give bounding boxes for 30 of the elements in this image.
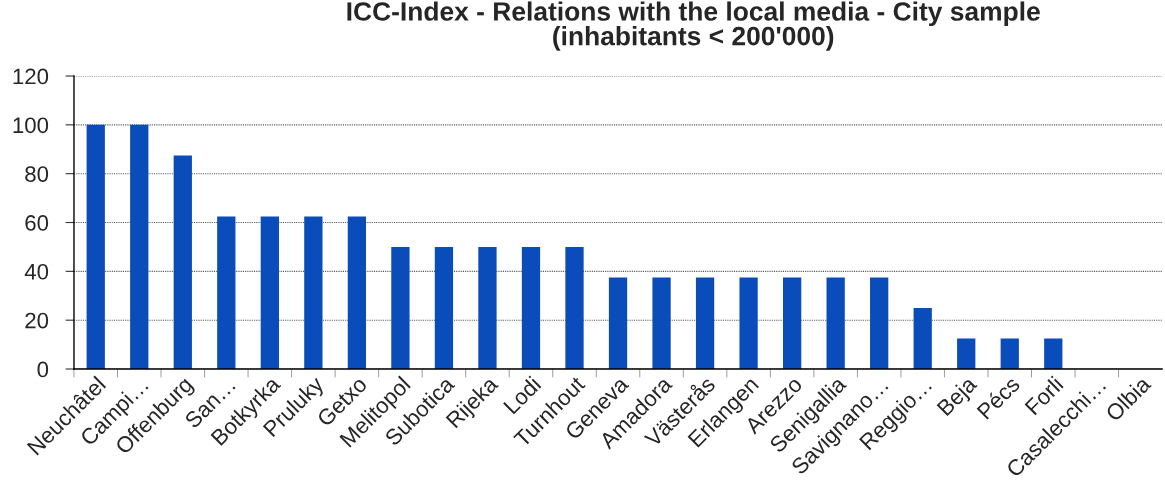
- bar: [1044, 338, 1063, 370]
- bar: [913, 307, 932, 370]
- bar: [957, 338, 976, 370]
- bar: [739, 277, 758, 370]
- bar: [347, 216, 367, 370]
- bar: [391, 246, 410, 370]
- bar: [826, 277, 845, 370]
- y-tick-label: 20: [25, 312, 49, 329]
- bar: [1000, 338, 1019, 370]
- y-tick-label: 40: [24, 263, 49, 280]
- bar: [521, 246, 541, 370]
- bar: [86, 124, 105, 370]
- bar: [434, 246, 454, 370]
- bar: [304, 216, 323, 370]
- bar: [870, 277, 889, 370]
- bar: [608, 277, 628, 370]
- bar: [695, 277, 715, 370]
- bar: [130, 124, 149, 370]
- bar: [260, 216, 279, 370]
- y-tick-label: 80: [25, 166, 49, 182]
- y-tick-label: 60: [25, 215, 49, 231]
- bar: [217, 216, 236, 370]
- y-tick-label: 120: [13, 68, 49, 85]
- chart-title: ICC-Index - Relations with the local media - City sample (inhabitants < 200'000): [347, 1, 1040, 51]
- y-tick-label: 100: [13, 117, 49, 134]
- bar: [173, 155, 192, 370]
- bar: [478, 246, 497, 370]
- bar: [565, 246, 584, 370]
- bar: [652, 277, 671, 370]
- bar: [782, 277, 802, 370]
